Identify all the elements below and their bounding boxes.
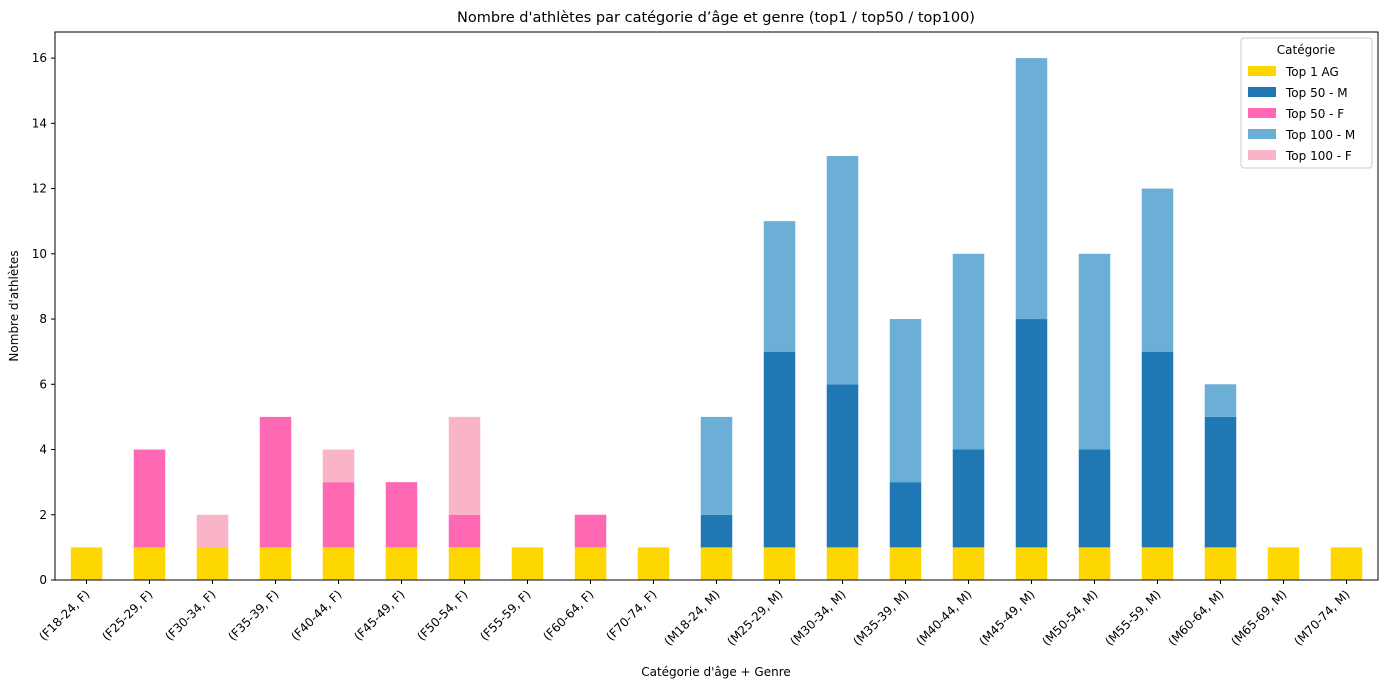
- bar-f50-54-f-series-4: [448, 416, 481, 515]
- legend-swatch: [1248, 87, 1276, 97]
- y-tick-label: 6: [39, 377, 47, 391]
- y-tick-label: 0: [39, 573, 47, 587]
- legend-title: Catégorie: [1277, 43, 1335, 57]
- bar-f30-34-f-series-0: [196, 547, 229, 580]
- x-tick-label: (M18-24, M): [661, 587, 722, 648]
- y-tick-label: 16: [32, 51, 47, 65]
- bar-f60-64-f-series-0: [574, 547, 607, 580]
- x-tick-label: (M40-44, M): [913, 587, 974, 648]
- bar-m45-49-m-series-0: [1015, 547, 1048, 580]
- legend-label: Top 100 - M: [1285, 128, 1355, 142]
- plot-frame: [54, 31, 1379, 581]
- bar-m35-39-m-series-0: [889, 547, 922, 580]
- bar-f40-44-f-series-4: [322, 449, 355, 483]
- y-tick-label: 2: [39, 508, 47, 522]
- x-tick-label: (M30-34, M): [787, 587, 848, 648]
- bar-m40-44-m-series-1: [952, 449, 985, 548]
- bar-f45-49-f-series-2: [385, 482, 418, 548]
- bar-f55-59-f-series-0: [511, 547, 544, 580]
- x-tick-label: (F55-59, F): [477, 587, 533, 643]
- x-tick-label: (F18-24, F): [36, 587, 92, 643]
- bar-m50-54-m-series-3: [1078, 253, 1111, 450]
- bar-m25-29-m-series-0: [763, 547, 796, 580]
- bar-m45-49-m-series-3: [1015, 58, 1048, 320]
- bar-m60-64-m-series-1: [1204, 416, 1237, 548]
- bar-m18-24-m-series-1: [700, 514, 733, 548]
- x-tick-label: (F50-54, F): [414, 587, 470, 643]
- bar-f18-24-f-series-0: [70, 547, 103, 580]
- bar-m50-54-m-series-0: [1078, 547, 1111, 580]
- legend-swatch: [1248, 108, 1276, 118]
- x-tick-label: (M45-49, M): [976, 587, 1037, 648]
- legend-label: Top 50 - M: [1285, 86, 1348, 100]
- x-tick-label: (F70-74, F): [603, 587, 659, 643]
- bar-f50-54-f-series-0: [448, 547, 481, 580]
- bar-m40-44-m-series-3: [952, 253, 985, 450]
- x-tick-label: (M65-69, M): [1228, 587, 1289, 648]
- bar-m50-54-m-series-1: [1078, 449, 1111, 548]
- bar-f45-49-f-series-0: [385, 547, 418, 580]
- bar-f70-74-f-series-0: [637, 547, 670, 580]
- bar-m55-59-m-series-0: [1141, 547, 1174, 580]
- x-tick-label: (F35-39, F): [225, 587, 281, 643]
- x-axis: (F18-24, F) (F25-29, F) (F30-34, F) (F35-39…: [36, 580, 1353, 648]
- x-tick-label: (F30-34, F): [162, 587, 218, 643]
- bar-f40-44-f-series-0: [322, 547, 355, 580]
- bar-m35-39-m-series-1: [889, 482, 922, 548]
- bar-m25-29-m-series-3: [763, 221, 796, 352]
- bar-m60-64-m-series-3: [1204, 384, 1237, 417]
- bar-m55-59-m-series-1: [1141, 351, 1174, 548]
- bar-m60-64-m-series-0: [1204, 547, 1237, 580]
- y-tick-label: 8: [39, 312, 47, 326]
- bar-m30-34-m-series-1: [826, 384, 859, 548]
- legend-swatch: [1248, 150, 1276, 160]
- bars-group: [70, 58, 1363, 580]
- bar-m30-34-m-series-0: [826, 547, 859, 580]
- bar-f35-39-f-series-2: [259, 416, 292, 548]
- bar-m40-44-m-series-0: [952, 547, 985, 580]
- bar-m55-59-m-series-3: [1141, 188, 1174, 352]
- x-tick-label: (M60-64, M): [1165, 587, 1226, 648]
- y-axis: 0 2 4 6 8 10 12 14 16: [32, 51, 55, 587]
- bar-m65-69-m-series-0: [1267, 547, 1300, 580]
- bar-f25-29-f-series-2: [133, 449, 166, 548]
- x-tick-label: (M25-29, M): [724, 587, 785, 648]
- bar-m70-74-m-series-0: [1330, 547, 1363, 580]
- y-tick-label: 12: [32, 182, 47, 196]
- x-tick-label: (F45-49, F): [351, 587, 407, 643]
- bar-m45-49-m-series-1: [1015, 319, 1048, 548]
- bar-m25-29-m-series-1: [763, 351, 796, 548]
- bar-f40-44-f-series-2: [322, 482, 355, 548]
- bar-f25-29-f-series-0: [133, 547, 166, 580]
- bar-f30-34-f-series-4: [196, 514, 229, 548]
- y-tick-label: 14: [32, 116, 47, 130]
- bar-m18-24-m-series-3: [700, 416, 733, 515]
- bar-m18-24-m-series-0: [700, 547, 733, 580]
- legend-label: Top 1 AG: [1285, 65, 1339, 79]
- bar-f60-64-f-series-2: [574, 514, 607, 548]
- legend-label: Top 100 - F: [1285, 149, 1352, 163]
- legend-swatch: [1248, 66, 1276, 76]
- bar-f50-54-f-series-2: [448, 514, 481, 548]
- chart-title: Nombre d'athlètes par catégorie d’âge et…: [457, 10, 975, 26]
- x-tick-label: (M70-74, M): [1291, 587, 1352, 648]
- y-axis-title: Nombre d'athlètes: [7, 250, 21, 361]
- bar-m35-39-m-series-3: [889, 319, 922, 483]
- x-tick-label: (M35-39, M): [850, 587, 911, 648]
- y-tick-label: 4: [39, 443, 47, 457]
- x-tick-label: (M50-54, M): [1039, 587, 1100, 648]
- bar-f35-39-f-series-0: [259, 547, 292, 580]
- bar-m30-34-m-series-3: [826, 155, 859, 385]
- x-tick-label: (F40-44, F): [288, 587, 344, 643]
- legend-label: Top 50 - F: [1285, 107, 1344, 121]
- legend-swatch: [1248, 129, 1276, 139]
- x-tick-label: (M55-59, M): [1102, 587, 1163, 648]
- x-tick-label: (F60-64, F): [540, 587, 596, 643]
- legend-items: Top 1 AG Top 50 - M Top 50 - F Top 100 - M T…: [1248, 65, 1355, 163]
- x-tick-label: (F25-29, F): [99, 587, 155, 643]
- y-tick-label: 10: [32, 247, 47, 261]
- x-axis-title: Catégorie d'âge + Genre: [641, 665, 791, 679]
